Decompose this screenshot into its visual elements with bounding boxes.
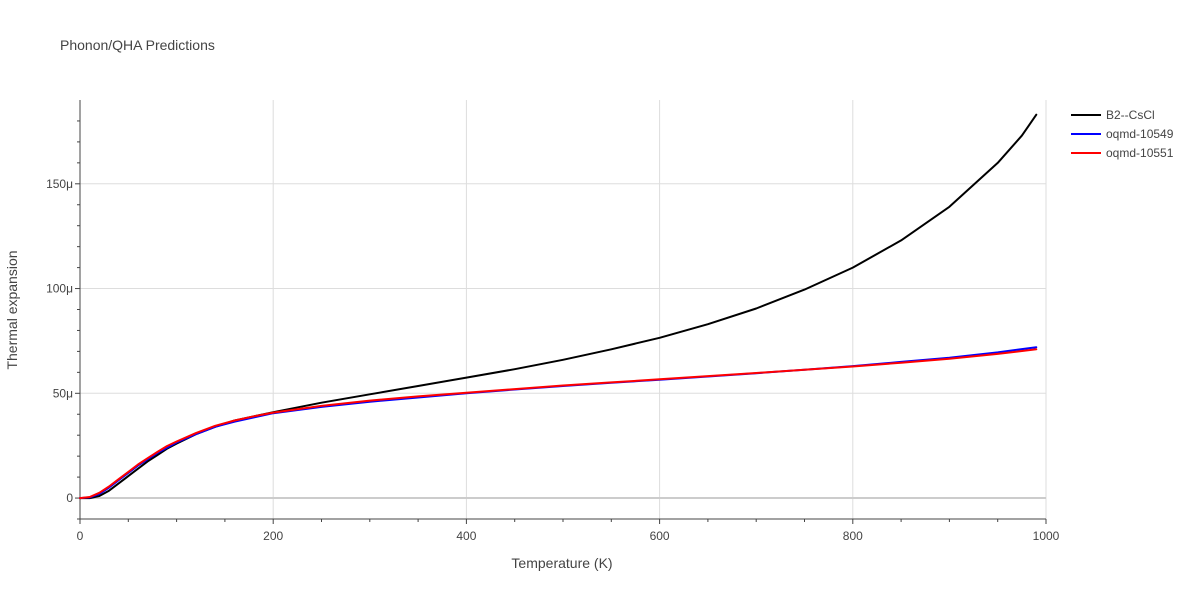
series-line-b2-cscl xyxy=(79,113,1038,500)
x-tick-label: 400 xyxy=(456,529,476,543)
y-tick-label: 100μ xyxy=(46,282,73,296)
x-tick-label: 0 xyxy=(77,529,84,543)
chart-title: Phonon/QHA Predictions xyxy=(60,37,215,53)
legend-label: oqmd-10551 xyxy=(1106,146,1174,160)
grid xyxy=(80,100,1047,519)
legend-label: oqmd-10549 xyxy=(1106,127,1174,141)
y-tick-label: 0 xyxy=(66,491,73,505)
axes: 0 200 400 600 800 1000 0 50μ 100μ 150μ xyxy=(46,100,1060,543)
legend[interactable]: B2--CsCl oqmd-10549 oqmd-10551 xyxy=(1071,108,1174,160)
legend-item-oqmd-10549[interactable]: oqmd-10549 xyxy=(1071,127,1174,141)
x-tick-label: 200 xyxy=(263,529,283,543)
legend-label: B2--CsCl xyxy=(1106,108,1155,122)
x-axis-title: Temperature (K) xyxy=(511,555,612,571)
x-tick-label: 1000 xyxy=(1033,529,1060,543)
series-line-oqmd-10551 xyxy=(79,348,1038,500)
series-lines xyxy=(79,113,1038,500)
legend-item-oqmd-10551[interactable]: oqmd-10551 xyxy=(1071,146,1174,160)
x-tick-label: 600 xyxy=(650,529,670,543)
legend-item-b2-cscl[interactable]: B2--CsCl xyxy=(1071,108,1155,122)
x-tick-label: 800 xyxy=(843,529,863,543)
y-axis-title: Thermal expansion xyxy=(4,250,20,369)
y-tick-label: 150μ xyxy=(46,177,73,191)
y-tick-label: 50μ xyxy=(53,386,73,400)
